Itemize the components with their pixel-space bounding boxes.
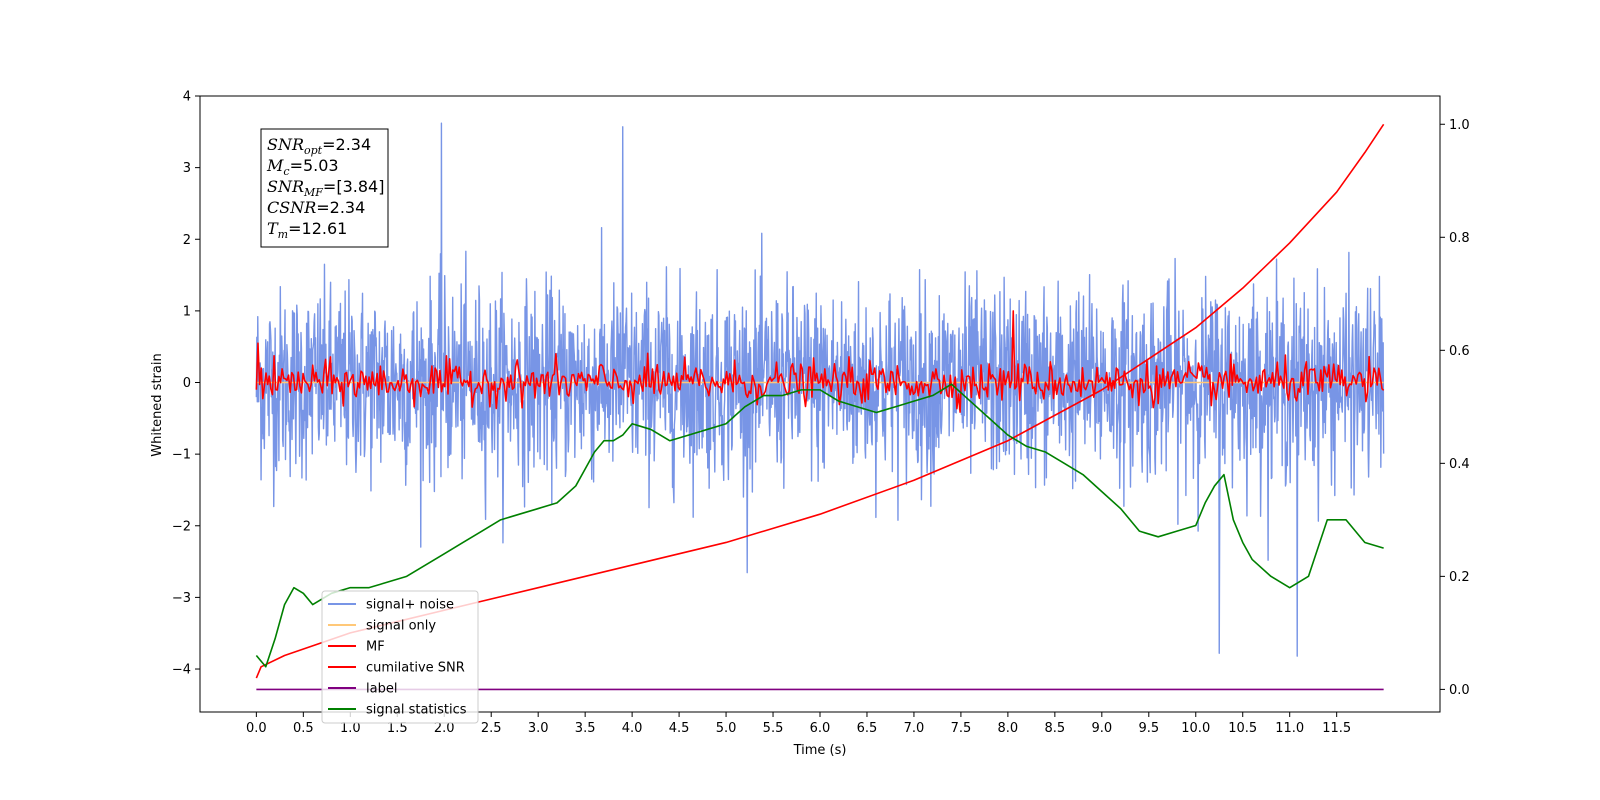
x-tick-label: 5.5 [763,721,784,736]
info-line: SNRopt=2.34 [267,135,371,157]
legend-label: cumilative SNR [366,661,465,676]
x-tick-label: 4.0 [622,721,643,736]
info-line: CSNR=2.34 [267,198,365,217]
y-tick-label: 1 [183,304,191,319]
x-tick-label: 7.0 [904,721,925,736]
y-axis-label: Whitened strain [150,353,165,456]
x-tick-label: 1.0 [340,721,361,736]
info-value: =5.03 [290,156,339,175]
legend-label: signal statistics [366,703,467,718]
info-subscript: opt [304,144,323,157]
y-tick-label: −4 [172,663,191,678]
x-axis-label: Time (s) [793,743,847,758]
info-line: Tm=12.61 [267,219,347,241]
x-tick-label: 6.0 [810,721,831,736]
y-axis-left: 4 3 2 1 0 −1 −2 −3 −4 [172,90,200,678]
y2-tick-label: 0.8 [1449,231,1470,246]
info-symbol: SNR [267,135,304,154]
info-symbol: CSNR [267,198,316,217]
x-tick-label: 3.5 [575,721,596,736]
x-tick-label: 1.5 [387,721,408,736]
info-symbol: M [266,156,284,175]
info-symbol: T [267,219,279,238]
info-value: =12.61 [288,219,347,238]
y-tick-label: 4 [183,90,191,105]
y2-tick-label: 0.6 [1449,344,1470,359]
info-line: SNRMF=[3.84] [267,177,384,199]
x-tick-label: 7.5 [951,721,972,736]
x-tick-label: 10.0 [1181,721,1210,736]
info-value: =[3.84] [323,177,385,196]
x-tick-label: 10.5 [1228,721,1257,736]
y-tick-label: 0 [183,376,191,391]
legend-label: signal+ noise [366,598,454,613]
x-tick-label: 5.0 [716,721,737,736]
y2-tick-label: 1.0 [1449,118,1470,133]
x-tick-label: 2.0 [434,721,455,736]
x-tick-label: 2.5 [481,721,502,736]
x-tick-label: 9.0 [1091,721,1112,736]
info-symbol: SNR [267,177,304,196]
x-axis: 0.0 0.5 1.0 1.5 2.0 2.5 3.0 3.5 4.0 4.5 5.0 5.5 6.0 6… [246,712,1351,736]
x-tick-label: 8.5 [1045,721,1066,736]
y-tick-label: −1 [172,448,191,463]
legend: signal+ noise signal only MF cumilative SNR… [321,590,479,724]
legend-label: signal only [366,619,436,634]
y-axis-right: 1.0 0.8 0.6 0.4 0.2 0.0 [1440,118,1470,698]
info-box-frame [260,128,389,248]
y2-tick-label: 0.4 [1449,457,1470,472]
series-mf [255,310,1385,413]
info-subscript: MF [303,186,323,199]
info-box: SNRopt=2.34Mc=5.03SNRMF=[3.84]CSNR=2.34T… [260,128,389,248]
x-tick-label: 9.5 [1138,721,1159,736]
y-tick-label: −2 [172,519,191,534]
y-tick-label: 2 [183,233,191,248]
x-tick-label: 11.5 [1322,721,1351,736]
y2-tick-label: 0.2 [1449,570,1470,585]
info-subscript: c [283,165,289,178]
info-value: =2.34 [316,198,365,217]
y-tick-label: 3 [183,161,191,176]
info-subscript: m [278,228,288,241]
legend-label: MF [366,640,385,655]
x-tick-label: 6.5 [857,721,878,736]
x-tick-label: 0.0 [246,721,267,736]
legend-label: label [366,682,397,697]
info-value: =2.34 [322,135,371,154]
info-line: Mc=5.03 [266,156,339,178]
series-signal-statistics [255,383,1384,668]
y2-tick-label: 0.0 [1449,683,1470,698]
x-tick-label: 3.0 [528,721,549,736]
x-tick-label: 0.5 [293,721,314,736]
x-tick-label: 11.0 [1275,721,1304,736]
y-tick-label: −3 [172,591,191,606]
x-tick-label: 4.5 [669,721,690,736]
legend-frame [321,590,479,724]
x-tick-label: 8.0 [998,721,1019,736]
